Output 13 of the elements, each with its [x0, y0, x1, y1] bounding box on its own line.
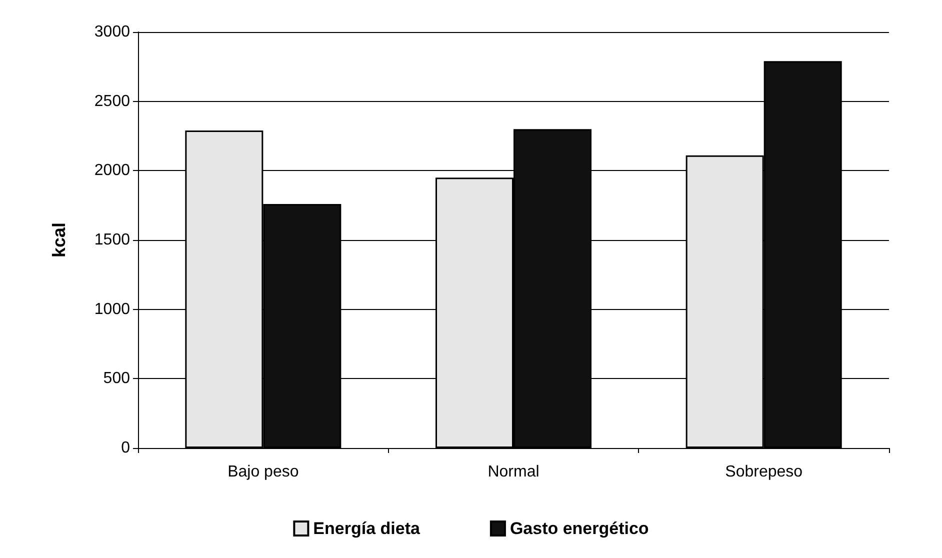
y-tick-label: 2000	[94, 162, 130, 180]
y-tick-label: 500	[103, 370, 130, 388]
legend-label: Gasto energético	[510, 519, 649, 538]
legend-label: Energía dieta	[313, 519, 420, 538]
y-tick-label: 3000	[94, 24, 130, 40]
y-axis-title: kcal	[49, 222, 69, 258]
y-tick-label: 1500	[94, 232, 130, 248]
y-tick-label: 0	[121, 440, 130, 456]
y-tick-label: 2500	[94, 92, 130, 110]
y-tick-label: 1000	[94, 300, 130, 318]
x-tick-label: Bajo peso	[228, 464, 299, 480]
x-tick-label: Sobrepeso	[725, 464, 803, 480]
x-tick-label: Normal	[488, 464, 540, 480]
